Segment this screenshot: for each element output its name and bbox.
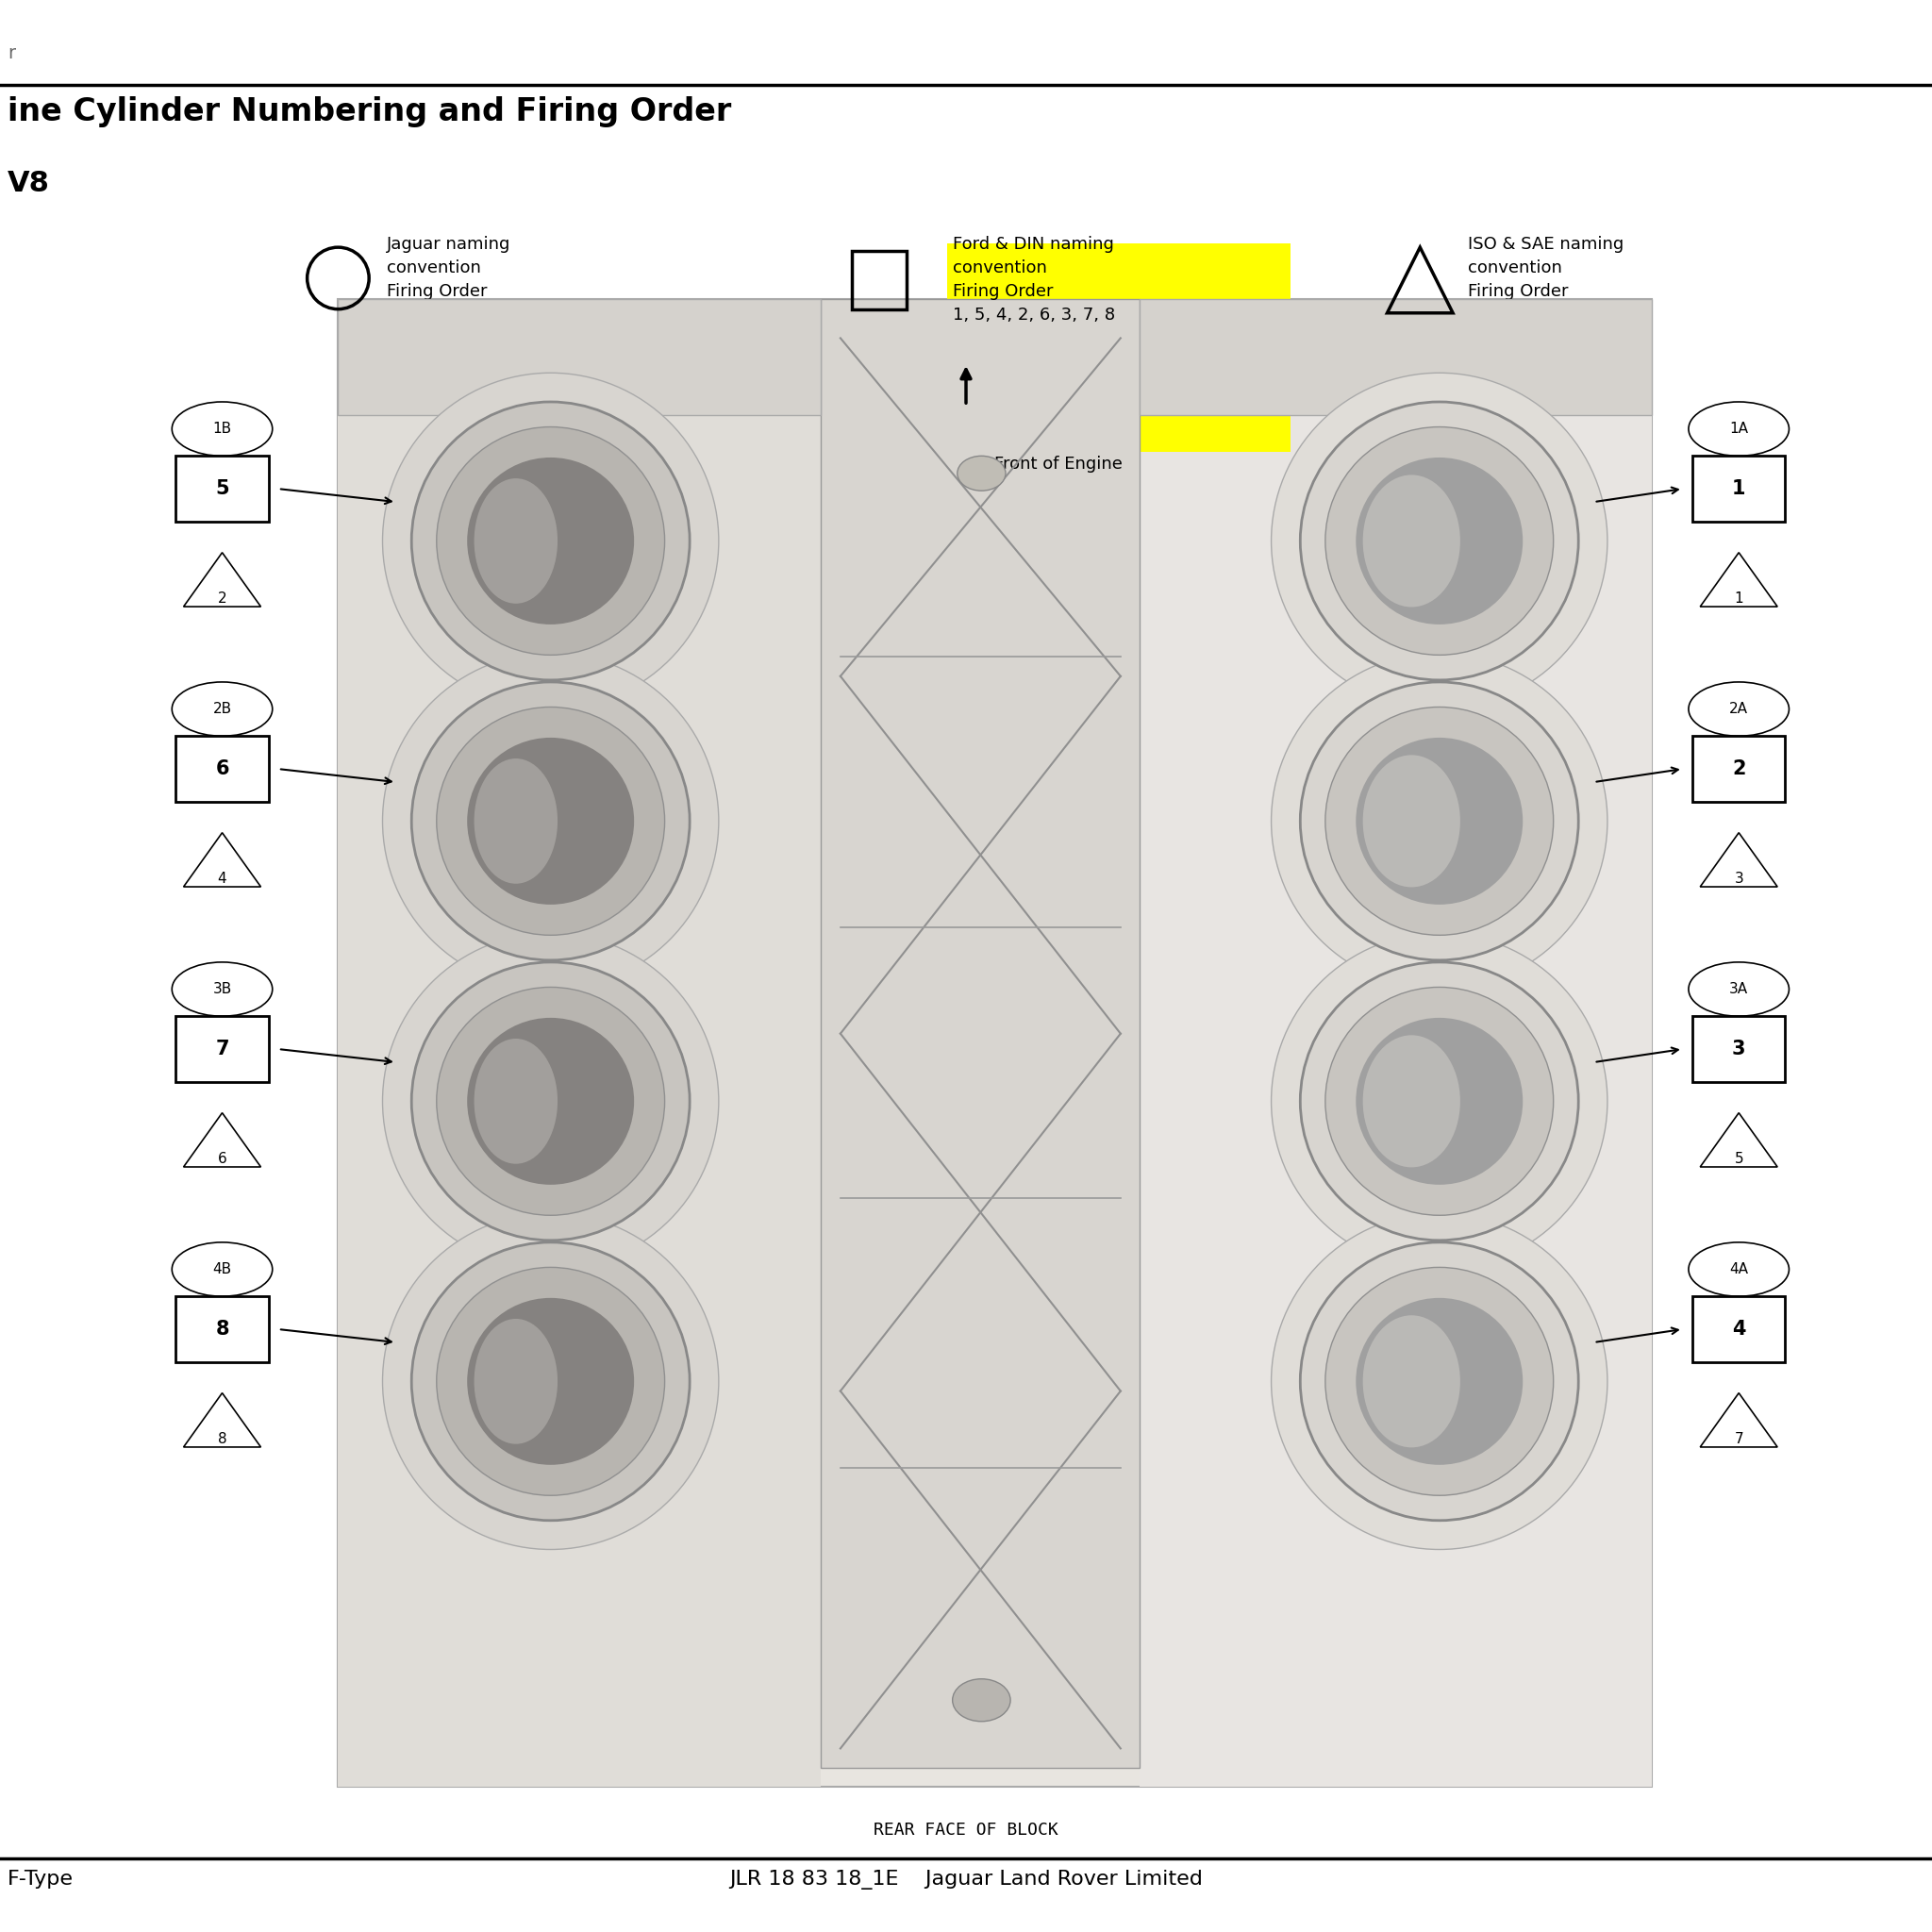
Circle shape xyxy=(1325,987,1553,1215)
Text: 4A: 4A xyxy=(1729,1262,1748,1277)
Text: Ford & DIN naming
convention
Firing Order
1, 5, 4, 2, 6, 3, 7, 8: Ford & DIN naming convention Firing Orde… xyxy=(952,236,1115,323)
Text: 3: 3 xyxy=(1735,871,1743,887)
Text: ine Cylinder Numbering and Firing Order: ine Cylinder Numbering and Firing Order xyxy=(8,97,732,128)
Circle shape xyxy=(1356,1298,1522,1464)
Bar xyxy=(176,736,269,802)
Bar xyxy=(947,243,1291,452)
Text: 6: 6 xyxy=(214,759,230,779)
Circle shape xyxy=(1271,653,1607,989)
Ellipse shape xyxy=(473,759,558,883)
Ellipse shape xyxy=(952,1679,1010,1721)
Circle shape xyxy=(1271,373,1607,709)
Circle shape xyxy=(468,1298,634,1464)
Text: 1: 1 xyxy=(1731,479,1747,498)
Ellipse shape xyxy=(473,1320,558,1443)
Bar xyxy=(1692,736,1785,802)
Text: REAR FACE OF BLOCK: REAR FACE OF BLOCK xyxy=(873,1822,1059,1839)
Circle shape xyxy=(1300,682,1578,960)
Circle shape xyxy=(383,933,719,1269)
Bar xyxy=(338,299,821,1787)
Bar xyxy=(821,299,1140,1768)
Circle shape xyxy=(437,707,665,935)
Text: Jaguar naming
convention
Firing Order
1A, 1B, 4A, 2A, 2B, 3A,
3B, 4B: Jaguar naming convention Firing Order 1A… xyxy=(386,236,582,348)
Circle shape xyxy=(1356,458,1522,624)
Circle shape xyxy=(383,1213,719,1549)
Text: 4B: 4B xyxy=(213,1262,232,1277)
Bar xyxy=(1140,299,1652,1787)
Bar xyxy=(852,251,906,309)
Text: V8: V8 xyxy=(8,170,50,197)
Ellipse shape xyxy=(958,456,1005,491)
Text: 7: 7 xyxy=(1735,1432,1743,1447)
Circle shape xyxy=(437,427,665,655)
Circle shape xyxy=(437,1267,665,1495)
Text: 8: 8 xyxy=(214,1320,230,1339)
Circle shape xyxy=(468,1018,634,1184)
Circle shape xyxy=(383,653,719,989)
Text: 4: 4 xyxy=(1731,1320,1747,1339)
Bar xyxy=(1692,1296,1785,1362)
Circle shape xyxy=(412,1242,690,1520)
Text: 5: 5 xyxy=(214,479,230,498)
Circle shape xyxy=(412,962,690,1240)
Text: 'A Bank': 'A Bank' xyxy=(1451,386,1524,404)
Circle shape xyxy=(383,373,719,709)
Text: 2: 2 xyxy=(1731,759,1747,779)
Circle shape xyxy=(1271,933,1607,1269)
Ellipse shape xyxy=(1362,475,1461,607)
Text: 8: 8 xyxy=(218,1432,226,1447)
Circle shape xyxy=(1356,1018,1522,1184)
Text: 3A: 3A xyxy=(1729,981,1748,997)
Text: ISO & SAE naming
convention
Firing Order
1, 2, 7, 3, 4, 5, 6, 8: ISO & SAE naming convention Firing Order… xyxy=(1468,236,1631,323)
Circle shape xyxy=(1325,707,1553,935)
Ellipse shape xyxy=(473,479,558,603)
Bar xyxy=(338,299,1652,1787)
Text: 6: 6 xyxy=(218,1151,226,1167)
Text: JLR 18 83 18_1E    Jaguar Land Rover Limited: JLR 18 83 18_1E Jaguar Land Rover Limite… xyxy=(728,1870,1204,1889)
Circle shape xyxy=(468,738,634,904)
Text: 7: 7 xyxy=(214,1039,230,1059)
Text: 1: 1 xyxy=(1735,591,1743,607)
Bar xyxy=(176,1016,269,1082)
Text: r: r xyxy=(8,44,15,62)
Bar xyxy=(1692,456,1785,522)
Circle shape xyxy=(1300,402,1578,680)
Text: 2B: 2B xyxy=(213,701,232,717)
Circle shape xyxy=(412,402,690,680)
Text: Front of Engine: Front of Engine xyxy=(995,456,1122,473)
Text: 2: 2 xyxy=(218,591,226,607)
Circle shape xyxy=(468,458,634,624)
Circle shape xyxy=(1271,1213,1607,1549)
Text: 3B: 3B xyxy=(213,981,232,997)
Circle shape xyxy=(1300,1242,1578,1520)
Ellipse shape xyxy=(1362,1036,1461,1167)
Circle shape xyxy=(1325,1267,1553,1495)
Bar xyxy=(176,1296,269,1362)
Circle shape xyxy=(1325,427,1553,655)
Text: 5: 5 xyxy=(1735,1151,1743,1167)
Text: F-Type: F-Type xyxy=(8,1870,73,1889)
Ellipse shape xyxy=(1362,755,1461,887)
Ellipse shape xyxy=(1362,1316,1461,1447)
Circle shape xyxy=(412,682,690,960)
Bar xyxy=(176,456,269,522)
Text: 3: 3 xyxy=(1731,1039,1747,1059)
Text: 2A: 2A xyxy=(1729,701,1748,717)
Bar xyxy=(1692,1016,1785,1082)
Text: 1A: 1A xyxy=(1729,421,1748,437)
Bar xyxy=(1140,299,1652,415)
Text: 'B Bank': 'B Bank' xyxy=(562,386,636,404)
Bar xyxy=(338,299,821,415)
Ellipse shape xyxy=(473,1039,558,1163)
Circle shape xyxy=(1356,738,1522,904)
Circle shape xyxy=(1300,962,1578,1240)
Text: 1B: 1B xyxy=(213,421,232,437)
Circle shape xyxy=(437,987,665,1215)
Text: 4: 4 xyxy=(218,871,226,887)
